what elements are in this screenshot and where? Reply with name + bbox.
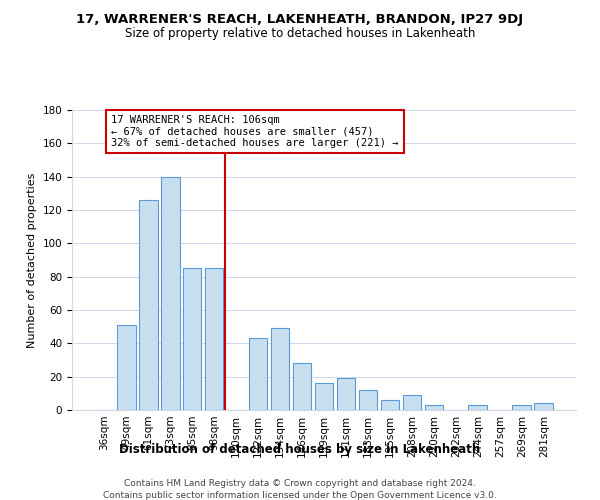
- Text: 17 WARRENER'S REACH: 106sqm
← 67% of detached houses are smaller (457)
32% of se: 17 WARRENER'S REACH: 106sqm ← 67% of det…: [111, 115, 398, 148]
- Bar: [117, 325, 136, 410]
- Bar: [249, 338, 268, 410]
- Text: Size of property relative to detached houses in Lakenheath: Size of property relative to detached ho…: [125, 28, 475, 40]
- Text: Distribution of detached houses by size in Lakenheath: Distribution of detached houses by size …: [119, 442, 481, 456]
- Text: 17, WARRENER'S REACH, LAKENHEATH, BRANDON, IP27 9DJ: 17, WARRENER'S REACH, LAKENHEATH, BRANDO…: [76, 12, 524, 26]
- Bar: [314, 384, 334, 410]
- Text: Contains public sector information licensed under the Open Government Licence v3: Contains public sector information licen…: [103, 491, 497, 500]
- Bar: [337, 378, 355, 410]
- Bar: [359, 390, 377, 410]
- Bar: [512, 405, 531, 410]
- Bar: [380, 400, 399, 410]
- Bar: [139, 200, 158, 410]
- Bar: [205, 268, 223, 410]
- Y-axis label: Number of detached properties: Number of detached properties: [27, 172, 37, 348]
- Bar: [293, 364, 311, 410]
- Bar: [425, 405, 443, 410]
- Bar: [161, 176, 179, 410]
- Bar: [535, 404, 553, 410]
- Bar: [469, 405, 487, 410]
- Text: Contains HM Land Registry data © Crown copyright and database right 2024.: Contains HM Land Registry data © Crown c…: [124, 479, 476, 488]
- Bar: [183, 268, 202, 410]
- Bar: [271, 328, 289, 410]
- Bar: [403, 395, 421, 410]
